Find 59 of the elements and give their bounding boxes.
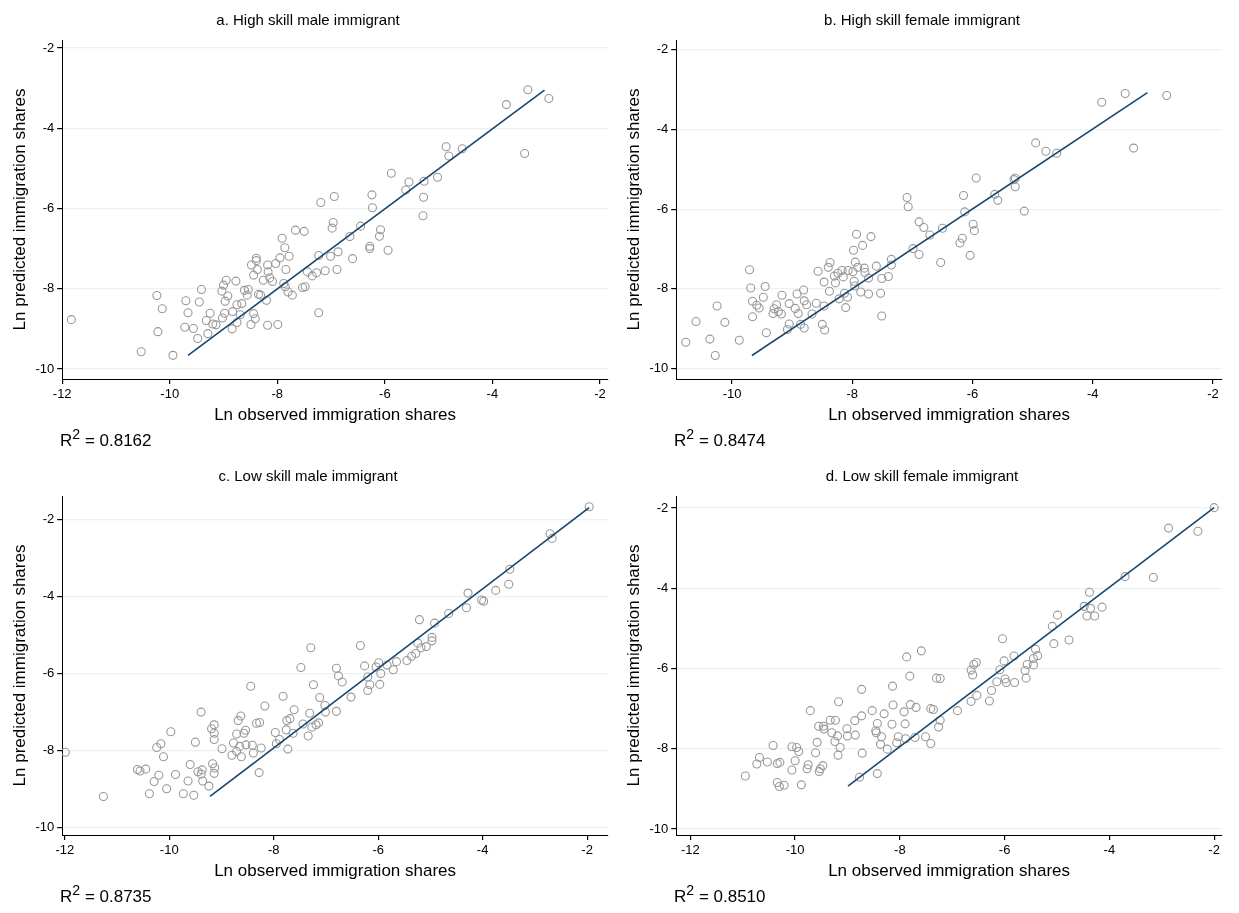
x-tick-label: -8: [846, 386, 859, 402]
y-axis-title: Ln predicted immigration shares: [623, 544, 643, 787]
text: R$^{2}$ = 0.8474: [673, 426, 767, 451]
x-tick-label: -6: [998, 842, 1011, 858]
x-axis-title: Ln observed immigration shares: [214, 861, 457, 881]
y-tick-label: -10: [649, 820, 669, 836]
y-tick-label: -6: [656, 200, 669, 216]
y-tick-label: -6: [42, 664, 55, 680]
y-tick-label: -10: [35, 818, 55, 834]
x-tick-label: -6: [379, 386, 391, 402]
text: R$^{2}$ = 0.8162: [59, 426, 153, 451]
y-tick-label: -4: [42, 587, 55, 603]
y-tick-label: -8: [42, 741, 55, 757]
x-tick-label: -10: [159, 842, 179, 858]
y-tick-label: -2: [42, 510, 55, 526]
x-tick-label: -12: [52, 386, 72, 402]
y-tick-label: -8: [656, 740, 669, 756]
y-axis-title: Ln predicted immigration shares: [9, 544, 29, 787]
x-tick-label: -10: [722, 386, 742, 402]
x-axis-title: Ln observed immigration shares: [828, 405, 1071, 425]
x-tick-label: -12: [680, 842, 700, 858]
x-tick-label: -2: [581, 842, 593, 858]
x-tick-label: -10: [160, 386, 180, 402]
x-tick-label: -4: [1086, 386, 1099, 402]
text: R$^{2}$ = 0.8735: [59, 882, 153, 907]
y-tick-label: -6: [42, 200, 55, 216]
x-tick-label: -4: [476, 842, 489, 858]
y-axis-title: Ln predicted immigration shares: [9, 88, 29, 331]
x-tick-label: -2: [1208, 842, 1220, 858]
x-tick-label: -6: [372, 842, 384, 858]
x-tick-label: -2: [594, 386, 606, 402]
y-tick-label: -4: [656, 579, 669, 595]
y-tick-label: -4: [656, 120, 669, 136]
y-tick-label: -8: [42, 280, 55, 296]
y-tick-label: -2: [656, 41, 669, 57]
x-tick-label: -8: [894, 842, 906, 858]
chart-title: c. Low skill male immigrant: [218, 467, 399, 485]
y-tick-label: -2: [656, 499, 669, 515]
x-tick-label: -4: [1103, 842, 1116, 858]
chart-title: a. High skill male immigrant: [216, 11, 401, 29]
x-tick-label: -10: [785, 842, 805, 858]
y-tick-label: -2: [42, 39, 55, 55]
y-tick-label: -6: [656, 660, 669, 676]
y-tick-label: -8: [656, 280, 669, 296]
text: R$^{2}$ = 0.8510: [673, 882, 767, 907]
y-tick-label: -10: [649, 360, 669, 376]
x-axis-title: Ln observed immigration shares: [214, 405, 457, 425]
x-tick-label: -12: [55, 842, 75, 858]
chart-title: d. Low skill female immigrant: [825, 467, 1020, 485]
y-axis-title: Ln predicted immigration shares: [623, 88, 643, 331]
y-tick-label: -4: [42, 119, 55, 135]
x-tick-label: -2: [1207, 386, 1219, 402]
x-tick-label: -8: [271, 386, 284, 402]
y-tick-label: -10: [35, 360, 55, 376]
x-tick-label: -6: [966, 386, 979, 402]
chart-title: b. High skill female immigrant: [824, 11, 1021, 29]
x-tick-label: -8: [267, 842, 280, 858]
x-tick-label: -4: [486, 386, 499, 402]
x-axis-title: Ln observed immigration shares: [828, 861, 1071, 881]
